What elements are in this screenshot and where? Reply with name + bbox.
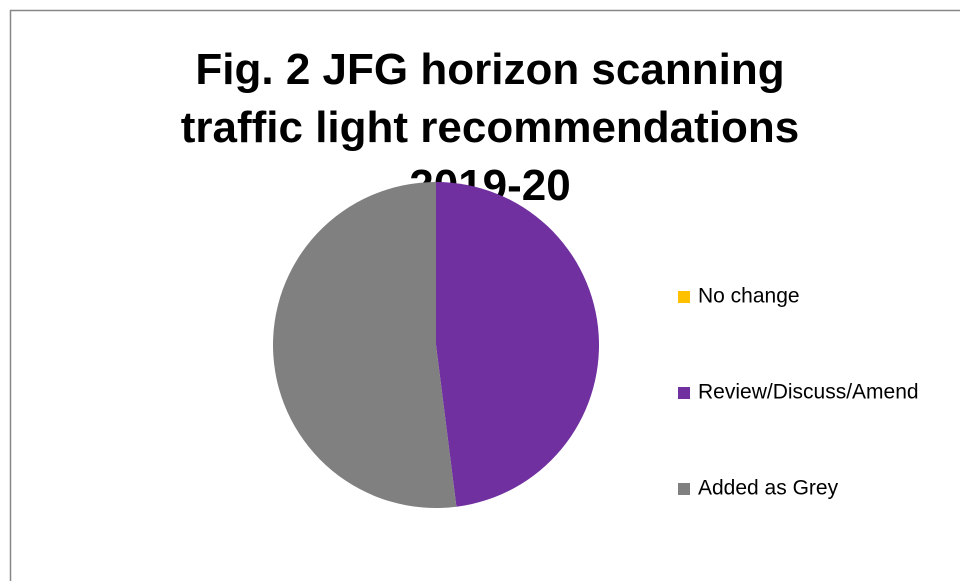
legend-label: Review/Discuss/Amend bbox=[698, 381, 919, 404]
pie-slice bbox=[436, 182, 600, 507]
legend-swatch bbox=[678, 291, 690, 303]
pie-slice bbox=[273, 182, 457, 508]
legend-swatch bbox=[678, 483, 690, 495]
legend-label: Added as Grey bbox=[698, 477, 839, 500]
legend-swatch bbox=[678, 387, 690, 399]
legend-label: No change bbox=[698, 285, 800, 308]
